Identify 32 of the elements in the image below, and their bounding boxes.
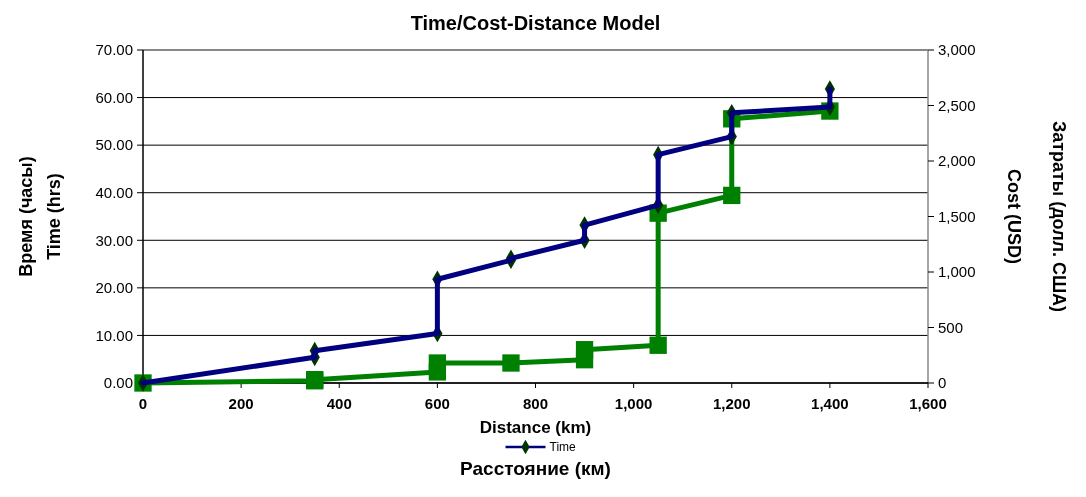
y-tick-label: 70.00 xyxy=(95,41,133,59)
text: Time (hrs) xyxy=(44,173,64,260)
y-tick-label: 10.00 xyxy=(95,326,133,344)
y2-tick-label: 500 xyxy=(938,318,964,336)
y-tick-label: 50.00 xyxy=(95,136,133,154)
x-tick-label: 1,400 xyxy=(811,395,849,412)
y2-tick-label: 3,000 xyxy=(938,41,976,59)
legend-label: Time xyxy=(549,440,577,455)
y-tick-label: 30.00 xyxy=(95,231,133,249)
y-tick-label: 0.00 xyxy=(103,374,133,392)
x-tick-label: 1,000 xyxy=(614,395,653,412)
x-tick-label: 800 xyxy=(522,395,549,412)
text: Distance (km) xyxy=(479,418,592,437)
x-tick-label: 1,200 xyxy=(712,395,751,412)
y-tick-label: 60.00 xyxy=(95,88,133,106)
y-tick-label: 20.00 xyxy=(95,279,133,297)
y2-tick-label: 1,500 xyxy=(938,207,976,225)
x-axis-title: Расстояние (км) xyxy=(460,458,611,479)
x-tick-label: 400 xyxy=(326,395,352,412)
chart-title: Time/Cost-Distance Model xyxy=(410,12,661,34)
y2-tick-label: 0 xyxy=(938,374,947,392)
y2-tick-label: 2,000 xyxy=(938,152,976,170)
x-tick-label: 1,600 xyxy=(909,395,947,412)
y2-axis-title: Затраты (долл. США) xyxy=(1049,120,1069,313)
y2-tick-label: 2,500 xyxy=(938,96,976,114)
text: Cost (USD) xyxy=(1004,169,1024,264)
y-axis-title: Время (часы) xyxy=(16,156,36,277)
x-tick-label: 600 xyxy=(424,395,450,412)
x-tick-label: 0 xyxy=(138,395,148,412)
x-tick-label: 200 xyxy=(228,395,254,412)
y2-tick-label: 1,000 xyxy=(938,263,976,281)
y-tick-label: 40.00 xyxy=(95,183,133,201)
